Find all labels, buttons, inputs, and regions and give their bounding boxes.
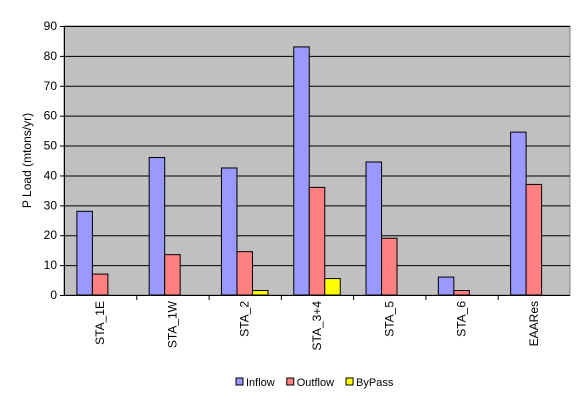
bar-outflow-sta-6 xyxy=(453,290,470,296)
y-tick-label: 10 xyxy=(44,258,58,272)
bar-inflow-sta-2 xyxy=(220,167,238,296)
bar-outflow-sta-5 xyxy=(381,237,398,296)
bar-bypass-sta-2 xyxy=(251,290,269,296)
bar-inflow-sta-3-4 xyxy=(293,46,310,296)
y-tick-label: 0 xyxy=(50,288,57,302)
bar-inflow-sta-5 xyxy=(365,161,383,296)
bar-outflow-sta-3-4 xyxy=(308,186,326,296)
legend-label-outflow: Outflow xyxy=(297,377,334,389)
y-tick-label: 30 xyxy=(44,198,58,212)
y-axis-title: P Load (mtons/yr) xyxy=(20,113,34,208)
x-tick-labels: STA_1E STA_1W STA_2 STA_3+4 STA_5 STA_6 EAARes xyxy=(93,300,541,350)
bar-outflow-sta-1w xyxy=(164,254,181,296)
bar-inflow-sta-6 xyxy=(437,276,455,296)
legend-swatch-inflow xyxy=(235,377,244,386)
x-tick-label: STA_5 xyxy=(382,301,396,337)
bar-inflow-sta-1e xyxy=(76,210,93,296)
bar-outflow-eaares xyxy=(525,183,543,296)
legend: Inflow Outflow ByPass xyxy=(235,377,394,389)
x-tick-label: STA_1W xyxy=(165,300,179,348)
x-tick-label: STA_6 xyxy=(455,301,469,337)
legend-label-inflow: Inflow xyxy=(246,377,275,389)
legend-swatch-outflow xyxy=(286,377,295,386)
y-tick-label: 60 xyxy=(44,109,58,123)
x-tick-label: STA_3+4 xyxy=(310,301,324,351)
bar-outflow-sta-2 xyxy=(236,251,253,296)
y-tick-label: 80 xyxy=(44,49,58,63)
gridlines xyxy=(64,26,570,267)
bar-inflow-sta-1w xyxy=(148,157,166,296)
y-tick-label: 50 xyxy=(44,139,58,153)
bar-inflow-eaares xyxy=(510,131,527,296)
x-tick-label: STA_1E xyxy=(93,301,107,345)
y-tick-label: 40 xyxy=(44,168,58,182)
x-tick-label: STA_2 xyxy=(238,301,252,337)
axes xyxy=(60,26,570,300)
legend-swatch-bypass xyxy=(345,377,354,386)
y-tick-labels: 0 10 20 30 40 50 60 70 80 90 xyxy=(44,19,58,302)
y-tick-label: 20 xyxy=(44,228,58,242)
legend-label-bypass: ByPass xyxy=(356,377,394,389)
y-tick-label: 70 xyxy=(44,79,58,93)
x-tick-label: EAARes xyxy=(527,301,541,346)
y-tick-label: 90 xyxy=(44,19,58,33)
bar-outflow-sta-1e xyxy=(91,273,109,296)
bar-bypass-sta-3-4 xyxy=(324,278,341,296)
